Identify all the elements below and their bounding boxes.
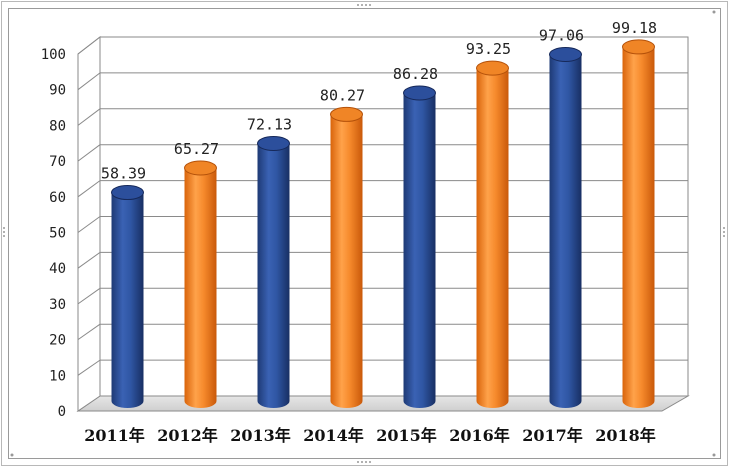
- x-tick-label: 2017年: [522, 426, 583, 445]
- bar-body: [184, 167, 217, 409]
- y-tick-label: 40: [49, 261, 66, 277]
- y-tick-label: 30: [49, 297, 66, 313]
- bar: [184, 160, 217, 409]
- y-tick-label: 0: [58, 404, 66, 420]
- gridline-side: [77, 251, 101, 269]
- data-label: 58.39: [101, 165, 146, 183]
- gridline-side: [77, 287, 101, 305]
- bar-body: [257, 143, 290, 409]
- x-tick-label: 2018年: [595, 426, 656, 445]
- bar: [622, 39, 655, 409]
- data-label: 93.25: [466, 40, 511, 58]
- y-tick-label: 70: [49, 154, 66, 170]
- y-tick-label: 90: [49, 83, 66, 99]
- gridline-side: [77, 36, 101, 55]
- gridline-side: [77, 359, 101, 376]
- bar-top: [257, 135, 290, 151]
- bar-top: [184, 160, 217, 176]
- bar-body: [476, 68, 509, 409]
- gridline-side: [77, 323, 101, 341]
- bar-body: [111, 192, 144, 409]
- bar-top: [476, 60, 509, 76]
- bar: [111, 185, 144, 409]
- bar-body: [549, 54, 582, 409]
- chart-floor: [76, 395, 690, 412]
- x-tick-label: 2012年: [157, 426, 218, 445]
- x-tick-label: 2013年: [230, 426, 291, 445]
- gridline-side: [77, 108, 101, 126]
- data-label: 65.27: [174, 140, 219, 158]
- x-tick-label: 2011年: [84, 426, 145, 445]
- bar-body: [330, 114, 363, 409]
- bar-top: [622, 39, 655, 55]
- bar: [403, 85, 436, 409]
- bar-body: [622, 46, 655, 409]
- gridline-side: [77, 180, 101, 198]
- bar: [549, 46, 582, 409]
- y-tick-label: 50: [49, 226, 66, 242]
- resize-handles[interactable]: [3, 4, 725, 463]
- floor-plane: [76, 395, 690, 412]
- bar: [330, 106, 363, 409]
- y-tick-label: 100: [41, 47, 66, 63]
- bar-top: [330, 106, 363, 122]
- bar-top: [549, 46, 582, 62]
- bar-top: [111, 185, 144, 201]
- data-label: 72.13: [247, 115, 292, 133]
- y-tick-label: 10: [49, 368, 66, 384]
- x-tick-label: 2014年: [303, 426, 364, 445]
- data-labels: 58.39 65.27 72.13 80.27 86.28 93.25 97.06 99.18: [101, 19, 657, 183]
- plot-border: [8, 8, 721, 459]
- data-label: 86.28: [393, 65, 438, 83]
- y-tick-label: 20: [49, 333, 66, 349]
- gridline-side: [77, 144, 101, 162]
- data-label: 80.27: [320, 86, 365, 104]
- bar: [257, 135, 290, 409]
- y-axis-ticks: 0 10 20 30 40 50 60 70 80 90 100: [41, 47, 66, 420]
- y-tick-label: 60: [49, 190, 66, 206]
- bars: [111, 39, 655, 409]
- data-label: 97.06: [539, 26, 584, 44]
- y-tick-label: 80: [49, 118, 66, 134]
- data-label: 99.18: [612, 19, 657, 37]
- bar: [476, 60, 509, 409]
- gridline-side: [77, 72, 101, 91]
- x-axis-labels: 2011年 2012年 2013年 2014年 2015年 2016年 2017年 2018年: [84, 426, 656, 445]
- gridline-side: [77, 216, 101, 233]
- x-tick-label: 2015年: [376, 426, 437, 445]
- bar-body: [403, 92, 436, 409]
- x-tick-label: 2016年: [449, 426, 510, 445]
- bar-top: [403, 85, 436, 101]
- chart-walls: [77, 35, 689, 412]
